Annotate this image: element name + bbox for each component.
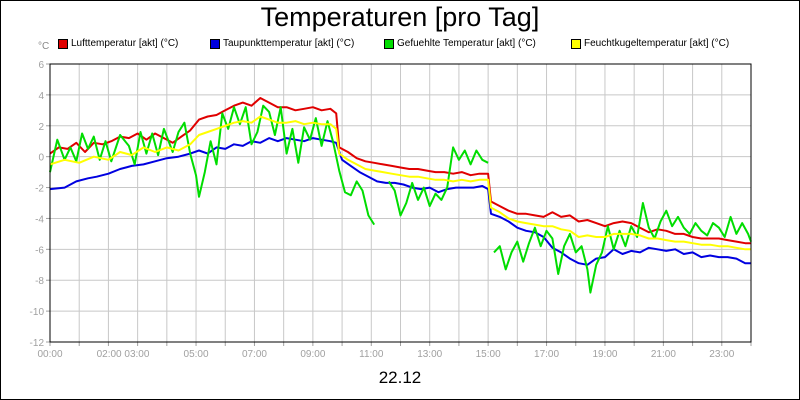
- legend-item-lufttemperatur: Lufttemperatur [akt] (°C): [58, 38, 178, 49]
- y-tick-label: 2: [38, 122, 44, 133]
- y-tick-label: -6: [35, 245, 44, 256]
- legend-swatch: [384, 38, 394, 49]
- legend-label: Feuchtkugeltemperatur [akt] (°C): [584, 38, 730, 49]
- series-line-2: [49, 104, 752, 294]
- y-tick-label: 6: [38, 60, 44, 71]
- x-tick-label: 17:00: [534, 349, 559, 360]
- legend-label: Gefuehlte Temperatur [akt] (°C): [397, 38, 536, 49]
- series-line-0: [49, 97, 751, 245]
- x-tick-label: 13:00: [417, 349, 442, 360]
- chart-title: Temperaturen [pro Tag]: [260, 2, 540, 32]
- y-tick-label: -10: [30, 307, 45, 318]
- legend-label: Taupunkttemperatur [akt] (°C): [223, 38, 355, 49]
- y-tick-label: -12: [30, 338, 45, 349]
- y-tick-label: 0: [38, 153, 44, 164]
- series-line-1: [49, 137, 751, 266]
- legend-item-feuchtkugel: Feuchtkugeltemperatur [akt] (°C): [571, 38, 729, 49]
- x-tick-label: 15:00: [476, 349, 501, 360]
- y-tick-label: -2: [35, 184, 44, 195]
- x-tick-label: 11:00: [359, 349, 384, 360]
- date-label: 22.12: [378, 368, 422, 387]
- legend-label: Lufttemperatur [akt] (°C): [71, 38, 179, 49]
- legend-swatch: [210, 38, 220, 49]
- legend-swatch: [571, 38, 581, 49]
- x-tick-label: 23:00: [709, 349, 734, 360]
- y-tick-label: -8: [35, 276, 44, 287]
- x-tick-label: 09:00: [300, 349, 325, 360]
- series-line-3: [49, 115, 751, 251]
- x-tick-label: 00:00: [37, 349, 62, 360]
- y-tick-label: 4: [38, 91, 44, 102]
- y-tick-label: -4: [35, 214, 44, 225]
- plot-border: [49, 63, 752, 343]
- legend-swatch: [58, 38, 68, 49]
- unit-label: °C: [38, 41, 50, 52]
- legend-item-gefuehlte: Gefuehlte Temperatur [akt] (°C): [384, 38, 536, 49]
- x-tick-label: 05:00: [184, 349, 209, 360]
- legend-item-taupunkt: Taupunkttemperatur [akt] (°C): [210, 38, 354, 49]
- x-tick-label: 07:00: [242, 349, 267, 360]
- x-tick-label: 19:00: [592, 349, 617, 360]
- x-tick-label: 02:00 03:00: [97, 349, 150, 360]
- x-tick-label: 21:00: [651, 349, 676, 360]
